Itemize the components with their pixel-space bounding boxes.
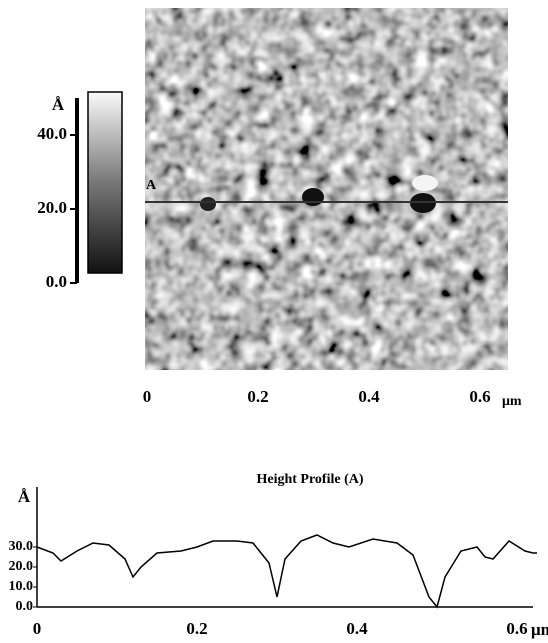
x-tick-label: 0.6 xyxy=(469,387,490,406)
dark-spot xyxy=(200,197,216,211)
annotation: A xyxy=(146,178,157,193)
colorbar xyxy=(87,91,123,274)
y-tick-label: 0.0 xyxy=(16,599,34,614)
colorbar-tick-label: 20.0 xyxy=(37,198,67,217)
colorbar-label: Å xyxy=(52,95,65,114)
x-axis-unit: μm xyxy=(502,394,522,409)
profile-line xyxy=(36,534,537,609)
x-tick-label: 0 xyxy=(143,387,152,406)
afm-texture xyxy=(145,8,508,370)
dark-spot xyxy=(302,188,324,206)
x-tick-label: 0 xyxy=(33,619,42,638)
colorbar-tick-label: 0.0 xyxy=(46,272,67,291)
bright-spot xyxy=(412,175,438,191)
x-tick-label: 0.6 xyxy=(506,619,527,638)
afm-image xyxy=(145,8,508,370)
chart-title: Height Profile (A) xyxy=(256,472,363,487)
y-tick-label: 30.0 xyxy=(9,539,34,554)
y-tick-label: 20.0 xyxy=(9,559,34,574)
x-tick-label: 0.2 xyxy=(247,387,268,406)
x-tick-label: 0.2 xyxy=(186,619,207,638)
y-tick-label: 10.0 xyxy=(9,579,34,594)
y-axis-label: Å xyxy=(18,487,31,506)
x-tick-label: 0.4 xyxy=(358,387,380,406)
x-axis-unit: μm xyxy=(531,620,548,639)
x-tick-label: 0.4 xyxy=(346,619,368,638)
colorbar-tick-label: 40.0 xyxy=(37,124,67,143)
